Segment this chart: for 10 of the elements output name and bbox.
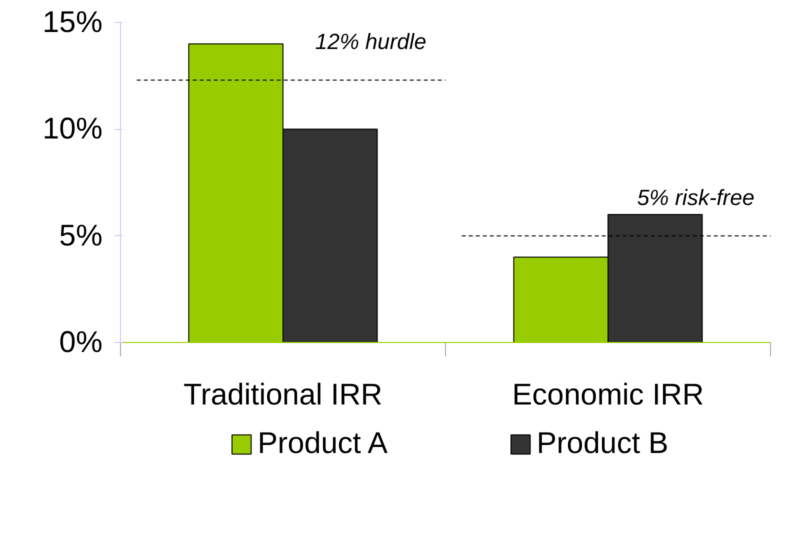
x-tick-label: Economic IRR: [512, 378, 704, 412]
ref-line-label: 5% risk-free: [637, 184, 754, 210]
y-tick-label: 15%: [42, 6, 103, 39]
legend-label: Product A: [258, 427, 388, 461]
y-tick-label: 0%: [59, 326, 102, 359]
y-tick-label: 10%: [42, 112, 103, 146]
y-tick-label: 5%: [59, 219, 102, 252]
ref-line-label: 12% hurdle: [315, 29, 426, 54]
x-tick-label: Traditional IRR: [184, 378, 382, 412]
legend-label: Product B: [536, 427, 668, 461]
